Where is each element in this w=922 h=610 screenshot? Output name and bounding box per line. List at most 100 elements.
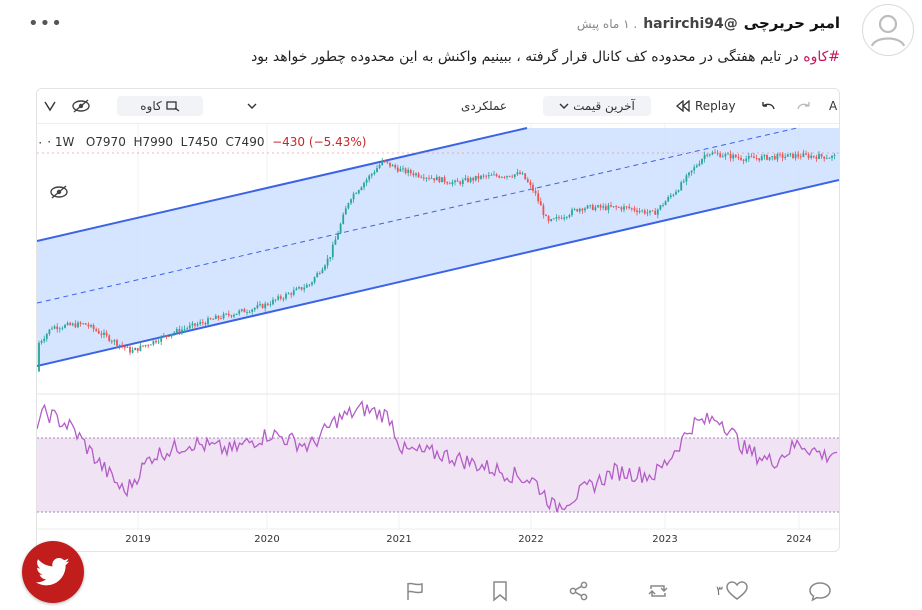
candle-body: [129, 347, 131, 353]
candle-body: [342, 214, 345, 224]
candle-body: [581, 208, 584, 211]
candle-body: [646, 212, 649, 214]
candle-body: [526, 179, 529, 183]
candle-body: [308, 284, 311, 286]
candle-body: [732, 154, 735, 159]
candle-body: [256, 305, 259, 308]
performance-dropdown[interactable]: عملکردی: [461, 99, 508, 113]
bookmark-icon[interactable]: [490, 580, 510, 602]
price-type-dropdown[interactable]: آخرین قیمت: [543, 96, 651, 116]
comment-icon[interactable]: [808, 580, 832, 602]
candle-body: [682, 181, 685, 183]
candle-body: [571, 209, 573, 216]
candle-body: [430, 178, 433, 180]
candle-body: [204, 322, 207, 325]
candle-body: [316, 273, 319, 278]
candle-body: [264, 303, 267, 309]
candle-body: [690, 170, 693, 173]
like-button[interactable]: ۳: [716, 580, 748, 602]
avatar[interactable]: [862, 4, 914, 56]
flag-icon[interactable]: [404, 580, 426, 602]
candle-body: [209, 318, 212, 320]
year-tick-label: 2021: [386, 534, 411, 545]
candle-body: [724, 154, 727, 157]
candle-body: [331, 244, 334, 257]
redo-icon[interactable]: [797, 96, 811, 116]
candle-body: [469, 177, 472, 182]
candle-body: [459, 181, 462, 185]
twitter-badge[interactable]: [22, 541, 84, 603]
candle-body: [217, 315, 220, 319]
candle-body: [233, 314, 235, 317]
candle-body: [300, 287, 303, 290]
candle-body: [578, 208, 581, 212]
candle-body: [97, 330, 100, 334]
candle-body: [740, 157, 742, 160]
candle-body: [825, 158, 828, 159]
search-icon: [166, 101, 180, 112]
candle-body: [279, 296, 282, 299]
candle-body: [253, 307, 256, 310]
candle-body: [269, 304, 272, 306]
candle-body: [100, 333, 103, 335]
candle-body: [160, 336, 163, 342]
candle-body: [719, 153, 722, 158]
candle-body: [443, 177, 446, 183]
chart-canvas[interactable]: 2019 2020 2021 2022 2023 2024: [37, 123, 839, 551]
candle-body: [490, 175, 493, 176]
candle-body: [464, 178, 467, 180]
candle-body: [118, 344, 121, 346]
rsi-line: [37, 400, 838, 513]
interval-label: ۰ · 1W: [37, 135, 75, 149]
chevron-down-icon[interactable]: [247, 96, 257, 116]
candle-body: [511, 176, 514, 178]
candle-body: [766, 155, 768, 160]
symbol-search[interactable]: کاوه: [117, 96, 203, 116]
undo-icon[interactable]: [761, 96, 775, 116]
candle-body: [136, 347, 139, 351]
replay-button[interactable]: Replay: [675, 96, 736, 116]
candle-body: [451, 182, 454, 185]
candle-body: [396, 167, 399, 172]
channel-upper-line: [37, 127, 528, 242]
candle-body: [820, 154, 823, 157]
candle-body: [149, 344, 152, 346]
compare-icon[interactable]: [43, 96, 57, 116]
candle-body: [768, 157, 771, 160]
candle-body: [74, 323, 77, 328]
candle-body: [92, 324, 95, 330]
hashtag-link[interactable]: #کاوه: [803, 49, 840, 65]
twitter-bird-icon: [36, 557, 70, 586]
candle-body: [363, 182, 365, 188]
candle-body: [214, 315, 217, 320]
candle-body: [347, 203, 350, 209]
more-options-icon[interactable]: •••: [28, 13, 63, 34]
retweet-icon[interactable]: [646, 580, 670, 602]
candle-body: [344, 208, 347, 215]
candle-body: [633, 208, 636, 211]
candle-body: [771, 156, 774, 158]
price-type-label: آخرین قیمت: [573, 99, 635, 113]
candle-body: [77, 322, 79, 328]
candle-body: [680, 182, 683, 191]
author-name[interactable]: امیر حریرچی: [743, 14, 840, 32]
chart-image[interactable]: کاوه عملکردی آخرین قیمت Replay A: [36, 88, 840, 552]
candle-body: [448, 183, 451, 185]
candle-body: [493, 174, 495, 176]
hide-indicators-icon[interactable]: [71, 96, 91, 116]
candle-body: [727, 153, 729, 155]
eye-off-icon[interactable]: [49, 184, 69, 204]
share-icon[interactable]: [568, 580, 590, 602]
candle-body: [617, 207, 620, 208]
candle-body: [623, 206, 625, 210]
candle-body: [261, 304, 264, 309]
author-handle[interactable]: @harirchi94: [643, 16, 738, 32]
candle-body: [524, 173, 527, 180]
post-timestamp[interactable]: . ۱ ماه پیش: [576, 17, 638, 31]
candle-body: [303, 287, 306, 290]
candle-body: [95, 329, 98, 331]
candle-body: [537, 193, 540, 202]
candle-body: [282, 298, 285, 300]
candle-body: [71, 323, 74, 326]
candle-body: [591, 205, 594, 211]
